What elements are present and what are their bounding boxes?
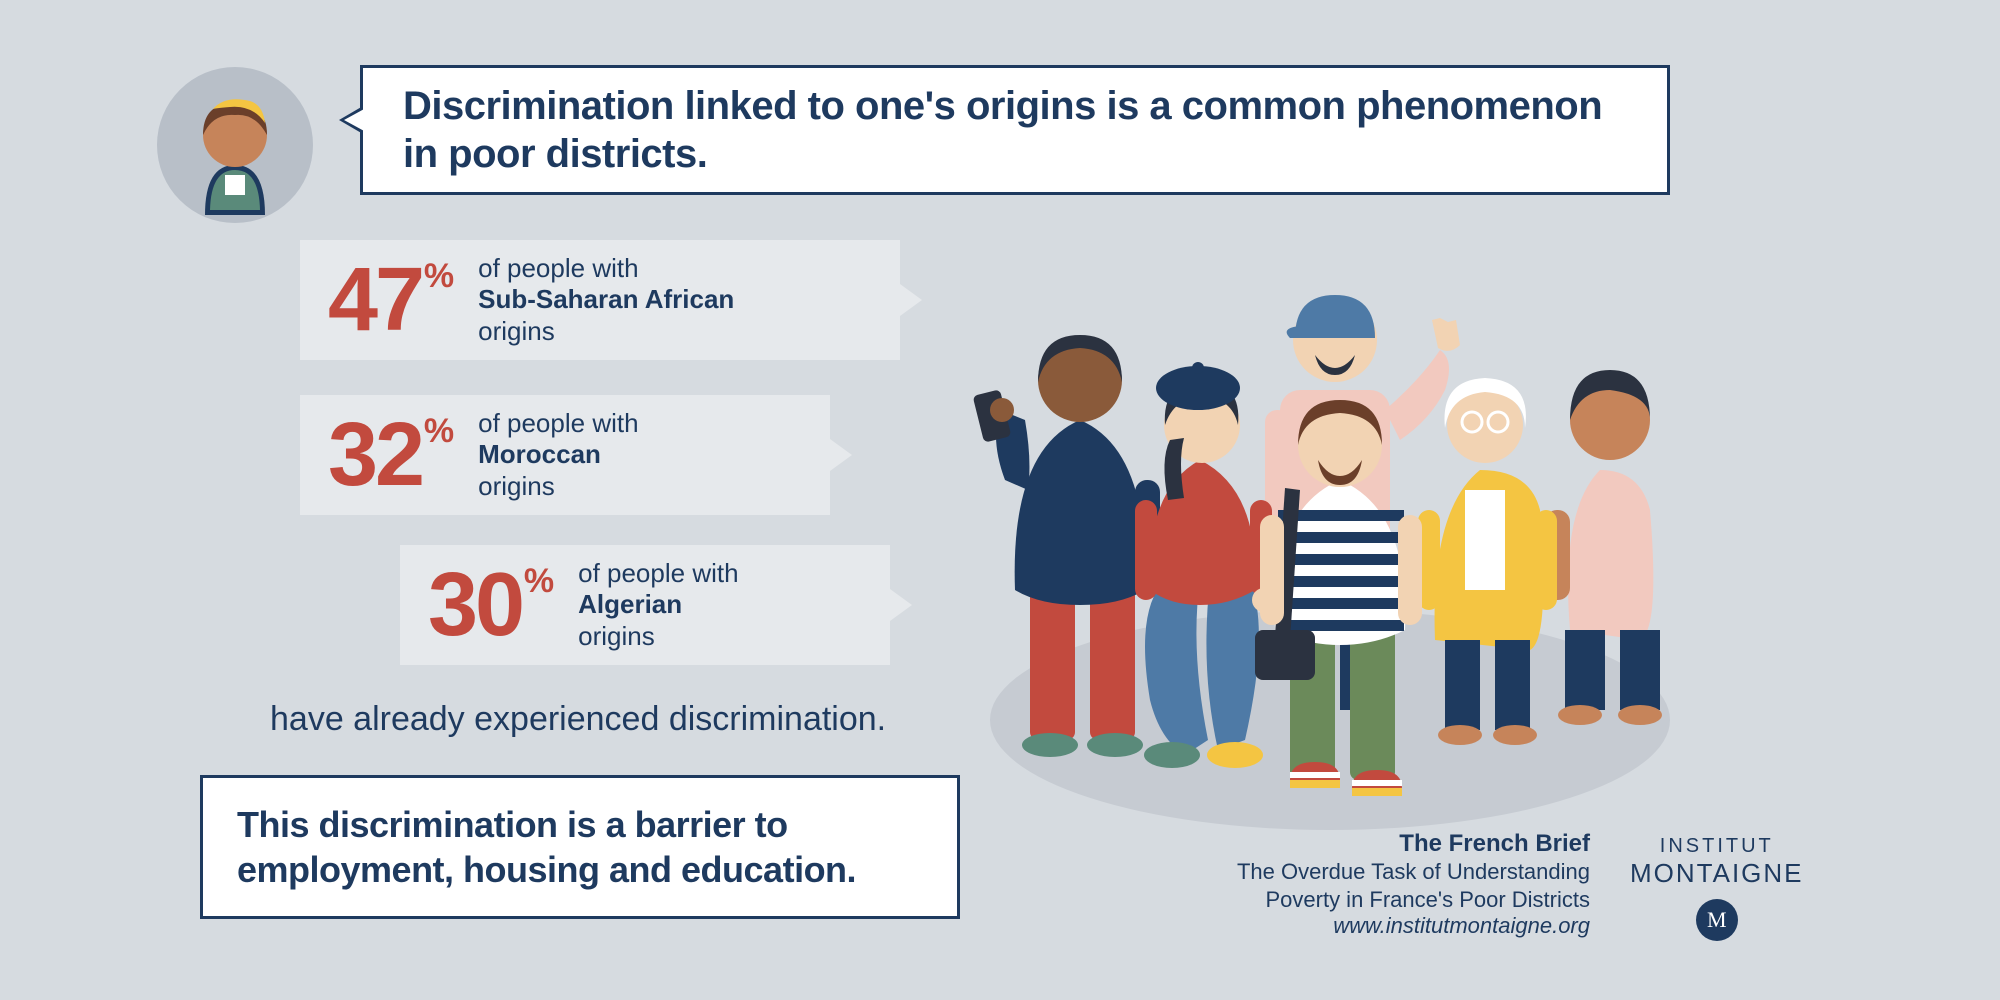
headline-box: Discrimination linked to one's origins i… [360,65,1670,195]
footer-sub2: Poverty in France's Poor Districts [1010,886,1590,914]
footer-credit: The French Brief The Overdue Task of Und… [1010,830,1590,939]
stat-row-3: 30% of people with Algerian origins [400,545,890,665]
stat-value-3: 30% [428,560,550,650]
people-illustration [940,210,1720,830]
barrier-box: This discrimination is a barrier to empl… [200,775,960,919]
stat-desc-3: of people with Algerian origins [578,558,738,652]
institut-montaigne-logo: INSTITUT MONTAIGNE M [1630,835,1804,941]
stat-desc-1: of people with Sub-Saharan African origi… [478,253,734,347]
stat-desc-2: of people with Moroccan origins [478,408,638,502]
stat-value-1: 47% [328,255,450,345]
headline-text: Discrimination linked to one's origins i… [403,82,1627,178]
logo-badge-icon: M [1696,899,1738,941]
logo-line1: INSTITUT [1630,835,1804,858]
footer-sub1: The Overdue Task of Understanding [1010,858,1590,886]
logo-line2: MONTAIGNE [1630,858,1804,889]
avatar-icon [155,65,315,225]
footer-url: www.institutmontaigne.org [1010,913,1590,939]
stat-value-2: 32% [328,410,450,500]
stat-row-2: 32% of people with Moroccan origins [300,395,830,515]
footer-title: The French Brief [1010,830,1590,858]
subline-text: have already experienced discrimination. [270,700,886,739]
barrier-text: This discrimination is a barrier to empl… [237,802,923,892]
stat-row-1: 47% of people with Sub-Saharan African o… [300,240,900,360]
